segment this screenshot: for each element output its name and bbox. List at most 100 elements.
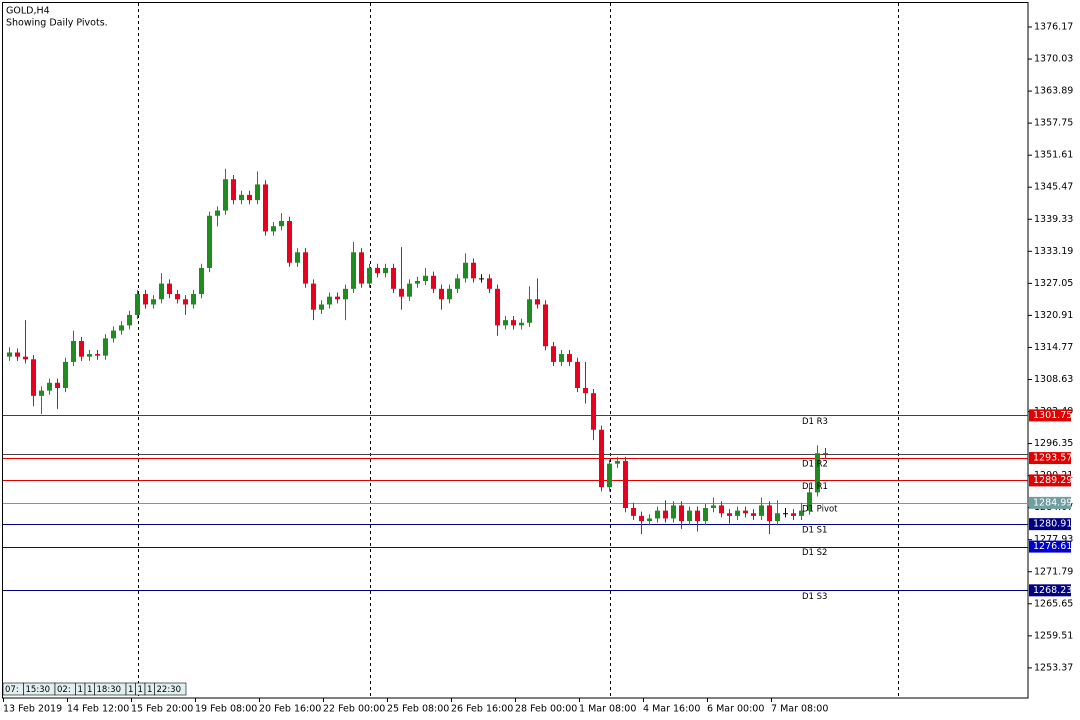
candle-body [367, 267, 372, 284]
x-tick-label: 28 Feb 00:00 [515, 704, 577, 715]
candle-body [791, 513, 796, 516]
candle-body [71, 341, 76, 362]
candle-body [303, 252, 308, 284]
separators [138, 3, 899, 698]
candle-body [639, 515, 644, 522]
pivot-price: 1293.57 [1033, 453, 1072, 464]
candle-body [279, 220, 284, 227]
candle-body [271, 226, 276, 232]
y-tick-label: 1333.19 [1034, 246, 1073, 257]
x-tick-label: 20 Feb 16:00 [259, 704, 321, 715]
x-tick-label: 26 Feb 16:00 [451, 704, 513, 715]
candle-body [559, 354, 564, 362]
y-tick-label: 1277.93 [1034, 534, 1073, 545]
candle-body [591, 393, 596, 430]
pivot-price: 1289.29 [1033, 475, 1072, 486]
candle-body [727, 513, 732, 516]
candle-body [87, 354, 92, 357]
candle-body [623, 461, 628, 509]
pivot-price-box [1029, 518, 1071, 531]
x-tick-label: 4 Mar 16:00 [643, 704, 700, 715]
candle-body [543, 304, 548, 347]
pivot-price: 1268.23 [1033, 585, 1072, 596]
candle-body [39, 390, 44, 396]
candle-body [63, 361, 68, 388]
y-tick-label: 1351.61 [1034, 150, 1073, 161]
candle-body [567, 354, 572, 362]
candle-body [647, 518, 652, 522]
period-label: 1 [147, 685, 152, 695]
x-tick-label: 1 Mar 08:00 [579, 704, 636, 715]
x-tick-label: 22 Feb 00:00 [323, 704, 385, 715]
candle-body [127, 314, 132, 326]
pivot-name: D1 S2 [802, 548, 827, 558]
y-tick-label: 1253.37 [1034, 662, 1073, 673]
pivot-name: D1 R3 [802, 417, 828, 427]
y-tick-label: 1370.03 [1034, 54, 1073, 65]
pivot-name: D1 S3 [802, 592, 827, 602]
period-label: 1 [138, 685, 143, 695]
candle-body [695, 510, 700, 522]
candle-body [423, 275, 428, 281]
period-label: 1 [78, 685, 83, 695]
candle-body [247, 194, 252, 201]
y-tick-label: 1259.51 [1034, 630, 1073, 641]
candle-body [511, 320, 516, 326]
candle-body [375, 267, 380, 274]
y-tick-label: 1271.79 [1034, 566, 1073, 577]
candle-body [351, 252, 356, 289]
y-tick-label: 1314.77 [1034, 342, 1073, 353]
candle-body [55, 382, 60, 388]
chart-title: GOLD,H4 [6, 6, 50, 17]
candle-body [767, 505, 772, 522]
candle-body [103, 338, 108, 356]
pivot-price: 1284.99 [1033, 497, 1072, 508]
pivot-name: D1 S1 [802, 526, 827, 536]
candle-body [607, 463, 612, 488]
y-tick-label: 1363.89 [1034, 86, 1073, 97]
pivot-price-box [1029, 409, 1071, 422]
candle-body [495, 288, 500, 326]
candle-body [551, 346, 556, 362]
y-tick-label: 1327.05 [1034, 278, 1073, 289]
candle-body [671, 505, 676, 519]
candle-body [191, 294, 196, 305]
y-tick-label: 1376.17 [1034, 21, 1073, 32]
candle-body [239, 194, 244, 201]
pivot-price-box [1029, 474, 1071, 487]
candle-body [583, 387, 588, 394]
candle-body [223, 179, 228, 211]
x-tick-label: 14 Feb 12:00 [67, 704, 129, 715]
candle-body [743, 510, 748, 514]
candle-body [711, 505, 716, 509]
candle-body [719, 505, 724, 514]
candle-body [183, 299, 188, 305]
candle-body [175, 294, 180, 300]
pivot-price-box [1029, 452, 1071, 465]
candle-body [319, 304, 324, 310]
candle-body [487, 278, 492, 289]
x-tick-label: 15 Feb 20:00 [131, 704, 193, 715]
period-label: 22:30 [157, 685, 182, 695]
y-tick-label: 1308.63 [1034, 374, 1073, 385]
candle-body [575, 361, 580, 388]
candle-body [335, 296, 340, 300]
candle-body [255, 184, 260, 201]
x-tick-label: 25 Feb 08:00 [387, 704, 449, 715]
candle-body [783, 513, 788, 515]
candle-body [431, 275, 436, 289]
pivot-price: 1301.75 [1033, 410, 1072, 421]
candle-body [415, 280, 420, 284]
candle-body [143, 294, 148, 305]
pivot-price: 1280.91 [1033, 519, 1072, 530]
pivot-name: D1 R2 [802, 460, 828, 470]
pivot-price-box [1029, 496, 1071, 509]
candle-body [615, 461, 620, 464]
candle-body [535, 299, 540, 305]
pivot-price-box [1029, 584, 1071, 597]
candle-body [263, 184, 268, 232]
candle-body [327, 296, 332, 305]
candle-body [15, 352, 20, 357]
candle-body [735, 510, 740, 516]
